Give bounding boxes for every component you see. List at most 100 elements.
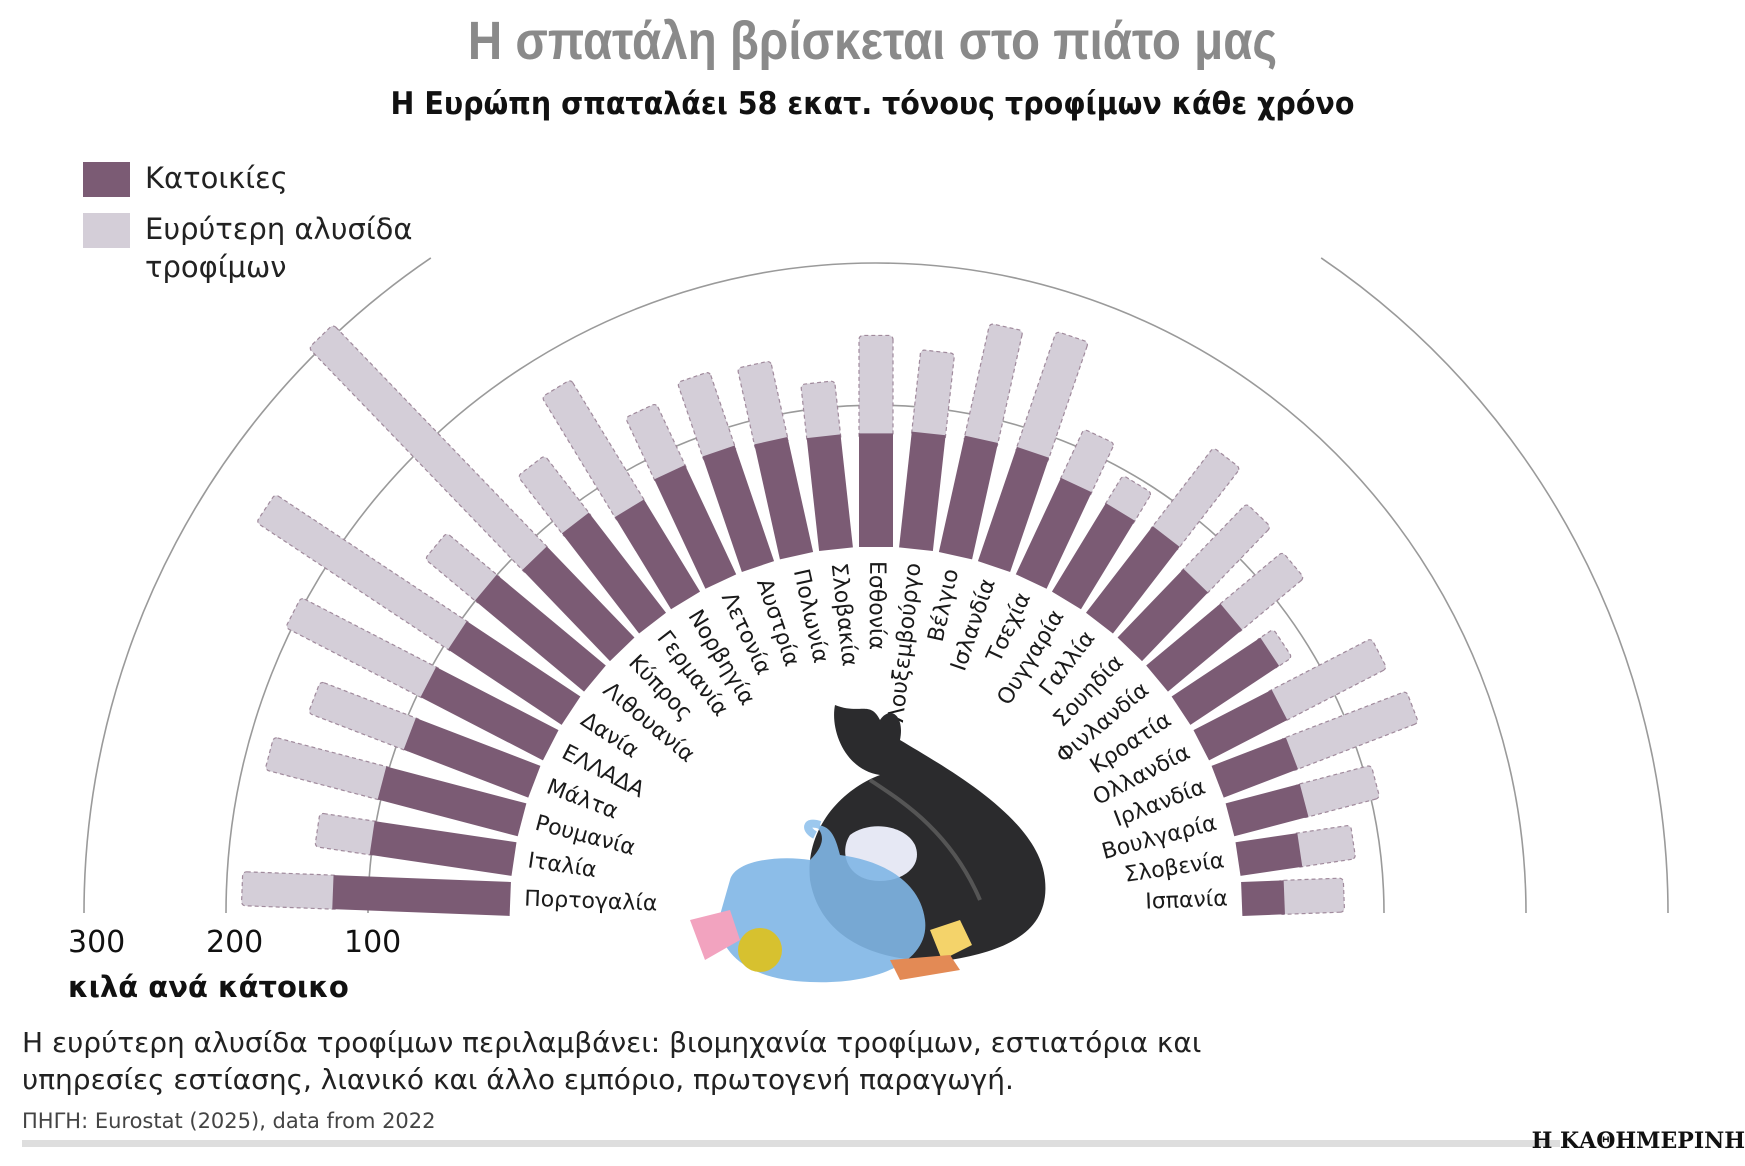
- bar-group: [1146, 552, 1304, 692]
- bar-group: [1171, 629, 1292, 725]
- bar-group: [1051, 476, 1152, 610]
- bar-households: [938, 435, 998, 560]
- bar-households: [1146, 603, 1243, 692]
- legend-label-households: Κατοικίες: [145, 161, 288, 195]
- category-label: Ισπανία: [1145, 886, 1228, 914]
- bar-wider-chain: [858, 334, 894, 440]
- bar-group: [286, 598, 559, 761]
- bar-households: [377, 766, 527, 837]
- source: ΠΗΓΗ: Eurostat (2025), data from 2022: [22, 1109, 436, 1133]
- legend: Κατοικίες Ευρύτερη αλυσίδα τροφίμων: [83, 161, 415, 302]
- bar-group: [977, 331, 1088, 573]
- bar-wider-chain: [963, 323, 1023, 449]
- bar-group: [1193, 639, 1387, 761]
- bar-group: [308, 681, 541, 798]
- bar-households: [614, 499, 701, 610]
- bar-group: [858, 334, 894, 547]
- bar-group: [314, 812, 517, 876]
- axis-tick-300: 300: [68, 925, 126, 960]
- chart-subtitle: Η Ευρώπη σπαταλάει 58 εκατ. τόνους τροφί…: [390, 86, 1355, 122]
- bar-wider-chain: [1015, 331, 1088, 463]
- bar-households: [1235, 833, 1303, 876]
- bar-households: [1085, 526, 1180, 634]
- legend-item-households: Κατοικίες: [83, 161, 415, 197]
- bar-group: [1015, 429, 1114, 589]
- bar-households: [420, 666, 559, 761]
- bar-group: [240, 871, 511, 916]
- bar-households: [654, 465, 737, 589]
- bar-wider-chain: [265, 737, 392, 801]
- axis-tick-200: 200: [206, 925, 264, 960]
- footer-divider: [22, 1140, 1560, 1147]
- legend-label-wider-chain: Ευρύτερη αλυσίδα τροφίμων: [145, 212, 413, 284]
- bar-households: [1015, 477, 1092, 589]
- footnote: Η ευρύτερη αλυσίδα τροφίμων περιλαμβάνει…: [22, 1026, 1202, 1096]
- bar-group: [542, 380, 701, 610]
- bar-group: [800, 380, 853, 552]
- bar-wider-chain: [677, 372, 737, 462]
- bar-households: [474, 574, 606, 692]
- bar-households: [1193, 689, 1288, 761]
- bar-group: [309, 325, 635, 662]
- bar-households: [561, 512, 667, 634]
- bar-group: [1241, 877, 1345, 916]
- legend-swatch-wider-chain: [83, 213, 130, 248]
- axis-tick-100: 100: [344, 925, 402, 960]
- bar-group: [425, 533, 606, 692]
- bar-households: [977, 446, 1050, 573]
- category-label: Εσθονία: [864, 561, 889, 650]
- bar-group: [1085, 448, 1240, 634]
- bar-households: [1211, 737, 1298, 798]
- bar-households: [403, 718, 541, 798]
- bar-households: [702, 445, 775, 573]
- bar-wider-chain: [737, 360, 789, 451]
- bar-wider-chain: [800, 380, 842, 445]
- bar-households: [448, 621, 581, 725]
- bar-wider-chain: [1150, 448, 1240, 551]
- bar-group: [677, 372, 775, 573]
- bar-households: [1171, 637, 1280, 725]
- bar-wider-chain: [1280, 691, 1419, 771]
- category-label: Λουξεμβούργο: [884, 562, 926, 724]
- bar-households: [522, 546, 635, 662]
- bar-wider-chain: [240, 871, 340, 910]
- scraps: [690, 910, 740, 960]
- bar-wider-chain: [425, 533, 501, 604]
- bar-households: [1117, 568, 1209, 662]
- bar-group: [1211, 691, 1419, 798]
- bar-households: [332, 875, 511, 916]
- category-label: Ιταλία: [526, 848, 598, 883]
- bar-group: [1235, 825, 1356, 876]
- bar-households: [899, 431, 946, 552]
- axis-title: κιλά ανά κάτοικο: [68, 970, 349, 1004]
- bar-group: [518, 456, 667, 634]
- bar-households: [1051, 503, 1135, 610]
- bar-group: [1117, 504, 1270, 662]
- fruit: [738, 928, 782, 972]
- bar-wider-chain: [518, 456, 592, 538]
- legend-item-wider-chain: Ευρύτερη αλυσίδα τροφίμων: [83, 212, 415, 286]
- brand-logo: Η ΚΑΘΗΜΕΡΙΝΗ: [1531, 1128, 1745, 1154]
- bars: [240, 323, 1419, 916]
- legend-swatch-households: [83, 162, 130, 197]
- bar-wider-chain: [910, 349, 955, 442]
- grid-arc-300: [83, 257, 1669, 914]
- bar-households: [859, 433, 893, 547]
- bar-group: [265, 737, 527, 837]
- bar-wider-chain: [308, 681, 421, 752]
- bar-wider-chain: [1256, 629, 1292, 669]
- bar-group: [1225, 765, 1380, 837]
- bar-group: [257, 494, 581, 725]
- bar-group: [938, 323, 1023, 560]
- bar-households: [754, 436, 814, 560]
- bar-group: [626, 403, 737, 589]
- bar-households: [1241, 880, 1285, 916]
- bar-wider-chain: [1294, 765, 1380, 819]
- bar-households: [369, 821, 517, 876]
- bar-households: [1225, 783, 1309, 837]
- bar-households: [806, 434, 853, 552]
- bar-group: [737, 360, 814, 560]
- category-label: Πορτογαλία: [524, 886, 658, 916]
- bar-group: [899, 349, 955, 552]
